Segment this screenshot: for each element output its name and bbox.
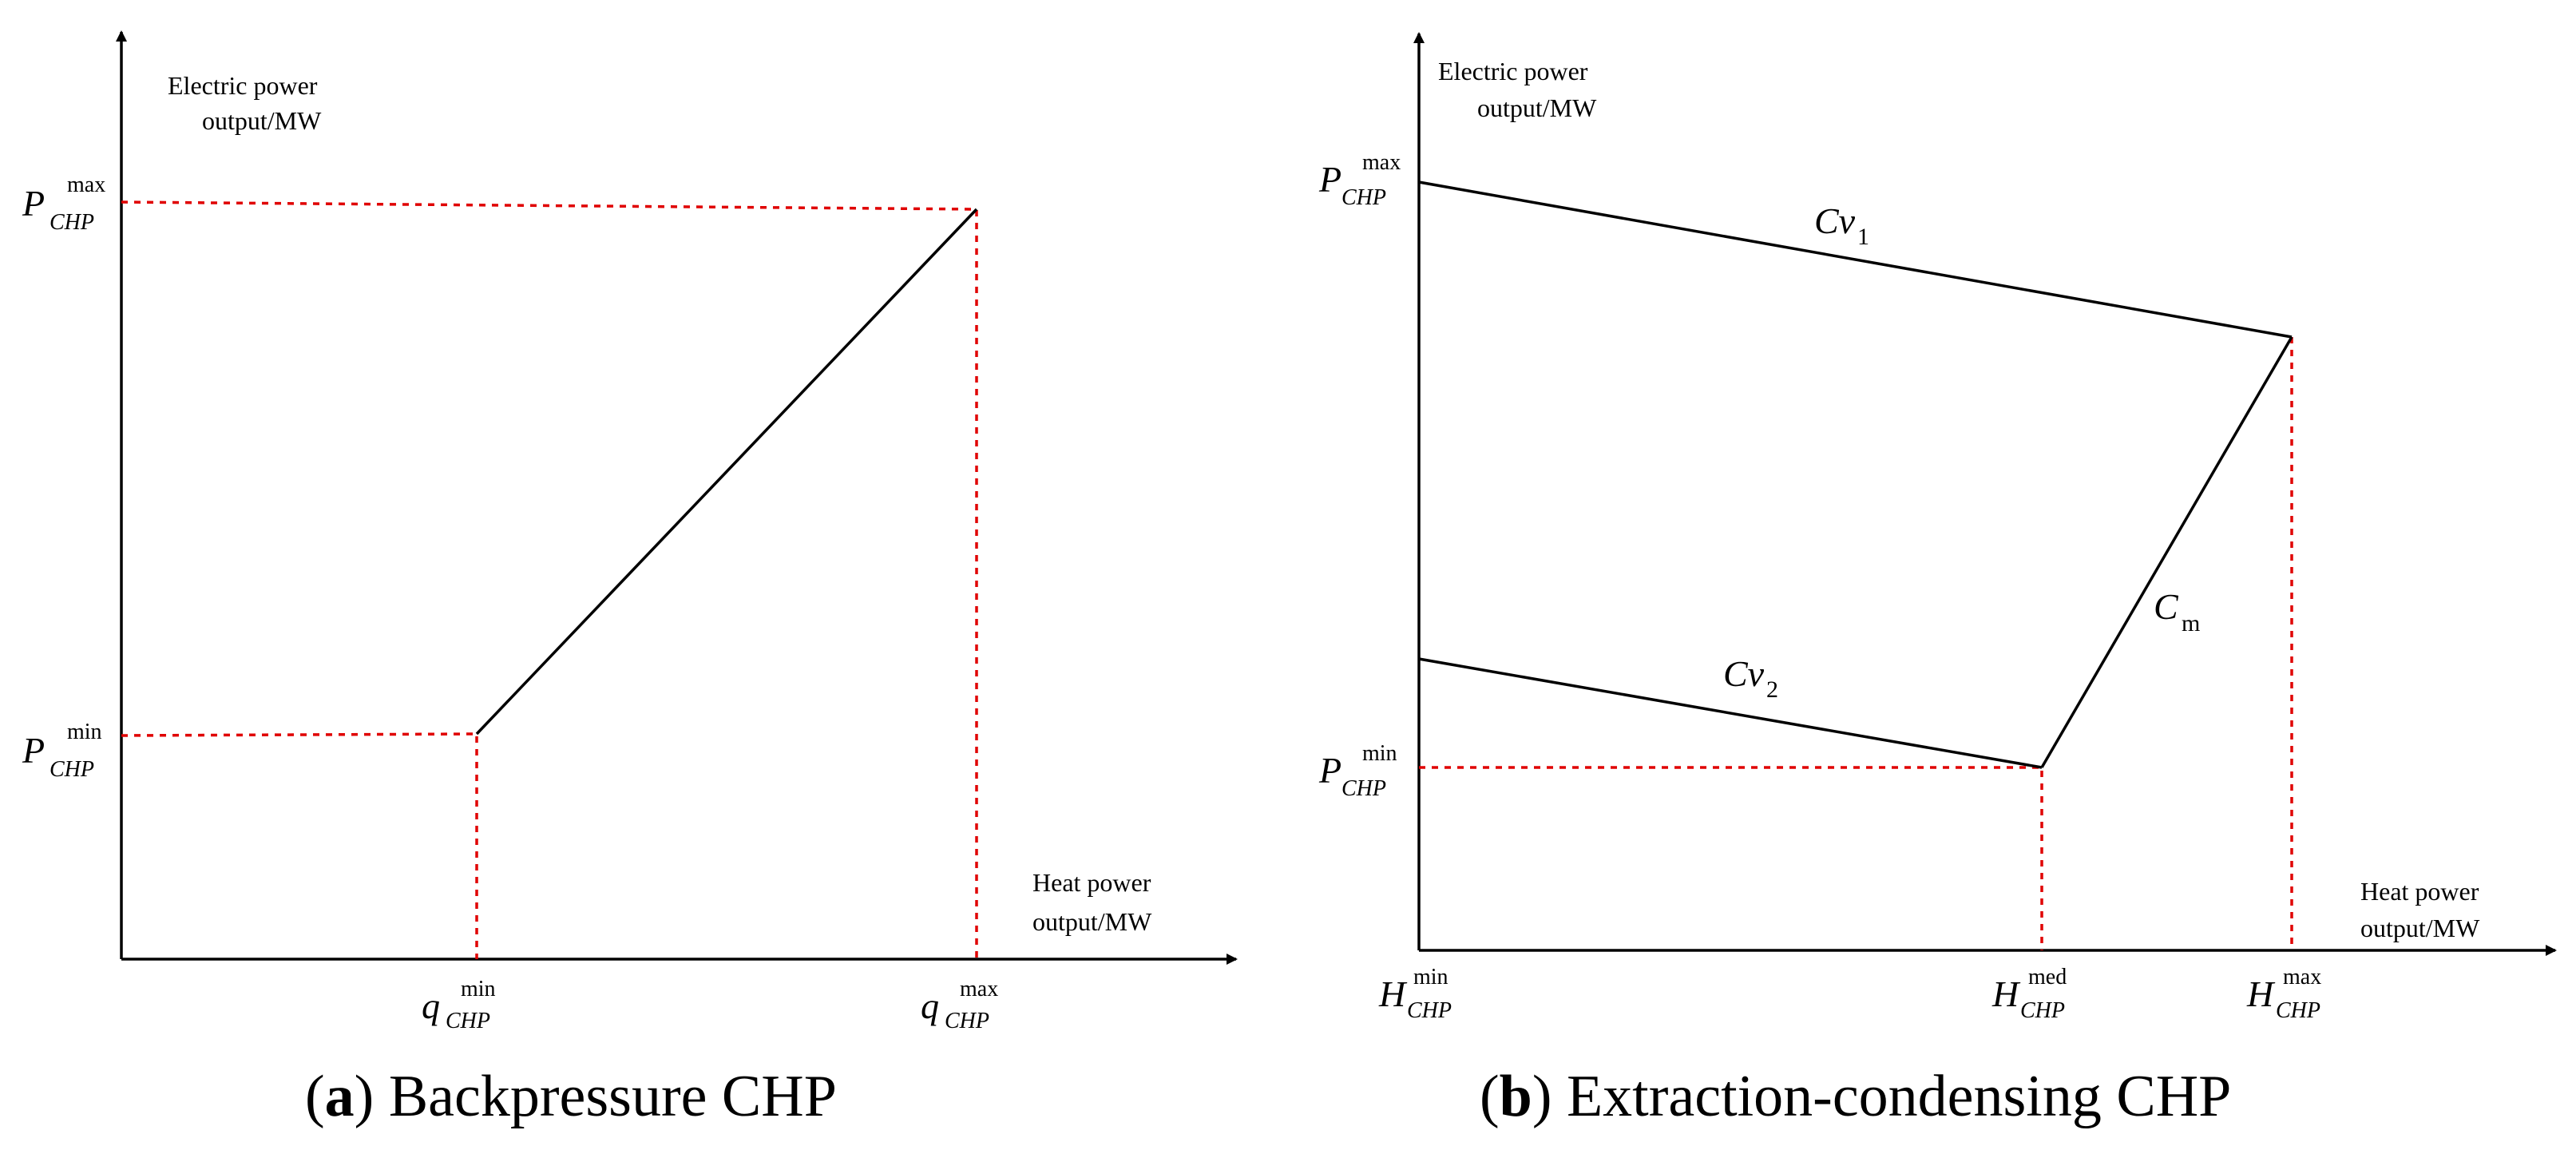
panel-b-caption: (b) Extraction-condensing CHP	[1480, 1064, 2231, 1129]
panel-a-pmax-qmax-guide	[121, 200, 978, 959]
panel-a-operating-line	[475, 208, 978, 736]
svg-text:max: max	[2283, 965, 2321, 989]
panel-b-cv1-label: Cv 1	[1814, 200, 1869, 250]
svg-text:min: min	[1362, 741, 1397, 766]
svg-text:P: P	[22, 183, 45, 224]
svg-text:CHP: CHP	[1342, 776, 1386, 801]
svg-text:Cv: Cv	[1723, 653, 1765, 694]
panel-b-hmed-label: H med CHP	[1991, 965, 2067, 1023]
panel-a-y-axis-label-line1: Electric power	[168, 71, 318, 100]
panel-a-qmax-label: q max CHP	[921, 977, 998, 1033]
panel-a-y-axis-label-line2: output/MW	[202, 106, 322, 135]
svg-text:P: P	[22, 730, 45, 771]
svg-text:P: P	[1318, 159, 1342, 200]
svg-text:CHP: CHP	[945, 1009, 989, 1033]
panel-a-pmin-label: P min CHP	[22, 720, 102, 782]
svg-text:CHP: CHP	[2276, 998, 2320, 1023]
svg-text:CHP: CHP	[1407, 998, 1452, 1023]
panel-b-cm-label: C m	[2154, 586, 2200, 636]
svg-text:P: P	[1318, 750, 1342, 791]
svg-text:2: 2	[1766, 676, 1778, 703]
panel-a-pmin-qmin-guide	[121, 732, 478, 959]
svg-text:Cv: Cv	[1814, 200, 1856, 241]
svg-text:q: q	[921, 985, 939, 1026]
panel-b-extraction-condensing: Electric power output/MW Heat power outp…	[1318, 32, 2557, 1129]
svg-text:min: min	[1413, 965, 1449, 989]
svg-text:H: H	[2246, 974, 2276, 1014]
svg-text:H: H	[1378, 974, 1408, 1014]
svg-text:CHP: CHP	[50, 210, 94, 235]
panel-b-pmin-label: P min CHP	[1318, 741, 1397, 801]
svg-text:max: max	[960, 977, 998, 1001]
panel-a-x-axis-label-line2: output/MW	[1032, 907, 1152, 936]
svg-text:1: 1	[1857, 224, 1869, 250]
svg-text:min: min	[67, 720, 102, 744]
svg-text:m: m	[2182, 610, 2200, 636]
panel-b-x-axis-label-line2: output/MW	[2360, 914, 2480, 942]
svg-text:min: min	[461, 977, 496, 1001]
svg-text:C: C	[2154, 586, 2179, 627]
svg-text:CHP: CHP	[50, 757, 94, 782]
svg-text:CHP: CHP	[2020, 998, 2065, 1023]
panel-a-caption: (a) Backpressure CHP	[305, 1064, 837, 1129]
panel-a-pmax-label: P max CHP	[22, 172, 105, 235]
svg-text:max: max	[67, 172, 105, 197]
svg-text:q: q	[422, 985, 440, 1026]
panel-b-cv2-line	[1418, 657, 2043, 769]
panel-b-y-axis-label-line2: output/MW	[1477, 93, 1597, 122]
panel-b-cv2-label: Cv 2	[1723, 653, 1778, 703]
svg-text:CHP: CHP	[446, 1009, 490, 1033]
panel-b-pmax-label: P max CHP	[1318, 150, 1401, 210]
svg-text:med: med	[2028, 965, 2067, 989]
panel-b-y-axis-label-line1: Electric power	[1438, 57, 1588, 85]
svg-text:H: H	[1991, 974, 2021, 1014]
panel-b-cm-line	[2040, 336, 2293, 768]
panel-b-hmax-label: H max CHP	[2246, 965, 2321, 1023]
panel-a-backpressure: Electric power output/MW Heat power outp…	[22, 30, 1238, 1129]
panel-b-x-axis-label-line1: Heat power	[2360, 877, 2479, 906]
svg-text:CHP: CHP	[1342, 185, 1386, 210]
panel-b-hmin-label: H min CHP	[1378, 965, 1452, 1023]
panel-b-cv1-line	[1418, 180, 2293, 339]
svg-text:max: max	[1362, 150, 1401, 175]
panel-a-x-axis-label-line1: Heat power	[1032, 868, 1151, 897]
panel-b-pmin-hmed-guide	[1419, 766, 2043, 950]
panel-a-qmin-label: q min CHP	[422, 977, 496, 1033]
